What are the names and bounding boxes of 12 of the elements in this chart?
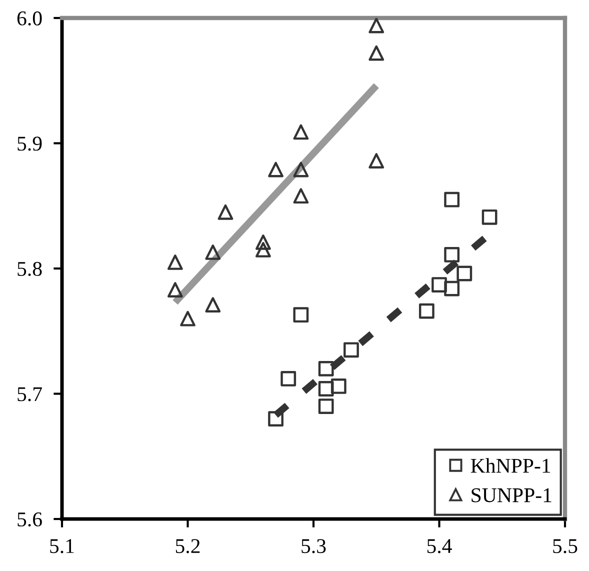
x-tick-label: 5.2 bbox=[176, 539, 200, 554]
legend-label: SUNPP-1 bbox=[472, 488, 552, 502]
x-tick-label: 5.1 bbox=[50, 539, 74, 554]
x-tick-label: 5.5 bbox=[553, 539, 578, 554]
y-tick-label: 6.0 bbox=[17, 11, 42, 26]
legend-label: KhNPP-1 bbox=[470, 458, 550, 473]
x-tick-label: 5.3 bbox=[302, 539, 326, 554]
y-tick-label: 5.6 bbox=[18, 512, 42, 527]
y-tick-label: 5.9 bbox=[18, 136, 42, 151]
y-tick-label: 5.7 bbox=[18, 387, 42, 402]
x-tick-label: 5.4 bbox=[427, 539, 452, 554]
y-tick-label: 5.8 bbox=[18, 262, 42, 276]
